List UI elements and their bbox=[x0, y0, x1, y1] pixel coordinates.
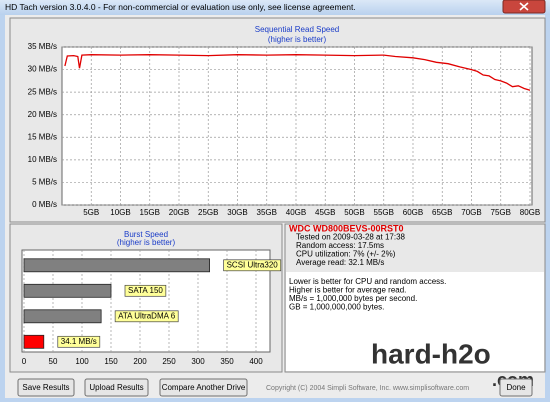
watermark: hard-h2o bbox=[371, 338, 491, 369]
x-tick-label: 350 bbox=[220, 357, 234, 366]
note: Higher is better for average read. bbox=[289, 286, 406, 295]
bar-label: SATA 150 bbox=[128, 286, 163, 295]
drive-model: WDC WD800BEVS-00RST0 bbox=[289, 223, 404, 233]
button-label: Save Results bbox=[22, 383, 69, 392]
x-tick-label: 25GB bbox=[198, 208, 218, 217]
bar-label-box bbox=[124, 284, 167, 297]
read-plot bbox=[61, 46, 533, 206]
close-icon bbox=[519, 2, 529, 11]
x-tick-label: 150 bbox=[104, 357, 118, 366]
x-tick-label: 300 bbox=[191, 357, 205, 366]
bar-label: 34.1 MB/s bbox=[61, 337, 97, 346]
done-button[interactable] bbox=[499, 378, 533, 397]
y-tick-label: 5 MB/s bbox=[32, 178, 57, 187]
y-tick-label: 15 MB/s bbox=[28, 132, 57, 141]
title-bar bbox=[0, 0, 550, 15]
x-tick-label: 100 bbox=[75, 357, 89, 366]
note: MB/s = 1,000,000 bytes per second. bbox=[289, 294, 417, 303]
button-label: Upload Results bbox=[89, 383, 143, 392]
x-tick-label: 60GB bbox=[403, 208, 423, 217]
bar bbox=[23, 258, 211, 273]
drive-detail: Random access: 17.5ms bbox=[296, 241, 384, 250]
bar-label-box bbox=[223, 259, 282, 272]
drive-detail: Average read: 32.1 MB/s bbox=[296, 258, 384, 267]
notes-area bbox=[286, 272, 544, 371]
bar bbox=[23, 309, 102, 324]
button-label: Compare Another Drive bbox=[162, 383, 246, 392]
x-tick-label: 30GB bbox=[227, 208, 247, 217]
note: Lower is better for CPU and random acces… bbox=[289, 277, 446, 286]
burst-subtitle: (higher is better) bbox=[117, 238, 176, 247]
button[interactable] bbox=[17, 378, 75, 397]
bar-label-box bbox=[114, 310, 179, 323]
x-tick-label: 200 bbox=[133, 357, 147, 366]
x-tick-label: 35GB bbox=[257, 208, 277, 217]
x-tick-label: 70GB bbox=[461, 208, 481, 217]
copyright: Copyright (C) 2004 Simpli Software, Inc.… bbox=[266, 385, 469, 392]
note: GB = 1,000,000,000 bytes. bbox=[289, 303, 384, 312]
x-tick-label: 5GB bbox=[83, 208, 99, 217]
bar-label-box bbox=[57, 335, 101, 348]
x-tick-label: 75GB bbox=[491, 208, 511, 217]
y-tick-label: 35 MB/s bbox=[28, 42, 57, 51]
x-tick-label: 65GB bbox=[432, 208, 452, 217]
button[interactable] bbox=[84, 378, 149, 397]
bar bbox=[23, 283, 112, 298]
x-tick-label: 45GB bbox=[315, 208, 335, 217]
burst-title: Burst Speed bbox=[124, 230, 168, 239]
read-title: Sequential Read Speed bbox=[255, 25, 340, 34]
x-tick-label: 80GB bbox=[520, 208, 540, 217]
y-tick-label: 30 MB/s bbox=[28, 65, 57, 74]
y-tick-label: 25 MB/s bbox=[28, 87, 57, 96]
button[interactable] bbox=[159, 378, 248, 397]
x-tick-label: 20GB bbox=[169, 208, 189, 217]
bar-label: ATA UltraDMA 6 bbox=[118, 311, 176, 320]
read-line bbox=[64, 54, 531, 91]
y-tick-label: 10 MB/s bbox=[28, 155, 57, 164]
bar bbox=[23, 334, 45, 349]
y-tick-label: 0 MB/s bbox=[32, 200, 57, 209]
x-tick-label: 250 bbox=[162, 357, 176, 366]
x-tick-label: 0 bbox=[22, 357, 27, 366]
x-tick-label: 10GB bbox=[110, 208, 130, 217]
bar-label: SCSI Ultra320 bbox=[227, 260, 279, 269]
drive-detail: CPU utilization: 7% (+/- 2%) bbox=[296, 250, 396, 259]
drive-detail: Tested on 2009-03-28 at 17:38 bbox=[296, 233, 406, 242]
done-label: Done bbox=[506, 383, 526, 392]
x-tick-label: 400 bbox=[249, 357, 263, 366]
x-tick-label: 55GB bbox=[374, 208, 394, 217]
window-title: HD Tach version 3.0.4.0 - For non-commer… bbox=[5, 2, 356, 12]
x-tick-label: 50 bbox=[49, 357, 58, 366]
x-tick-label: 50GB bbox=[344, 208, 364, 217]
read-subtitle: (higher is better) bbox=[268, 35, 327, 44]
x-tick-label: 15GB bbox=[140, 208, 160, 217]
x-tick-label: 40GB bbox=[286, 208, 306, 217]
y-tick-label: 20 MB/s bbox=[28, 110, 57, 119]
